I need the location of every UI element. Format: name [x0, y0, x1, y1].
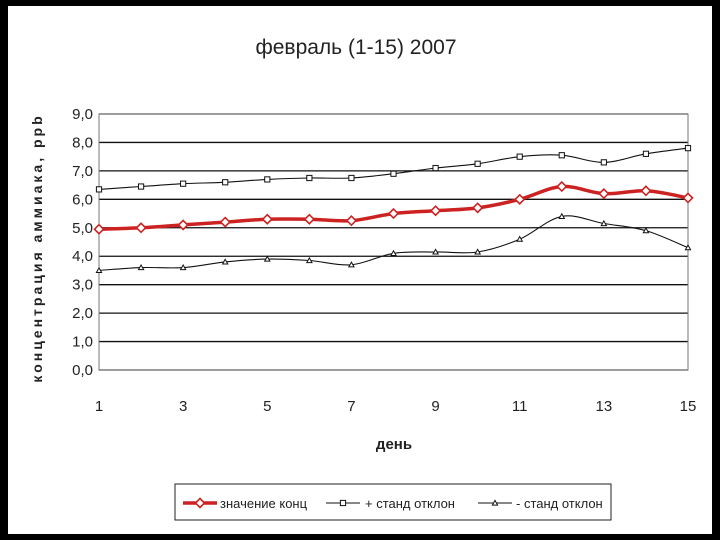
data-point: [642, 150, 650, 157]
legend-label: значение конц: [220, 496, 308, 511]
data-point: [222, 179, 229, 186]
y-tick-label: 2,0: [72, 305, 93, 322]
data-point: [516, 153, 523, 160]
legend-marker: [491, 499, 499, 506]
series-layer: [93, 145, 694, 274]
chart-title: февраль (1-15) 2007: [255, 36, 456, 59]
legend-entry: - станд отклон: [478, 496, 603, 511]
series-diamond: [93, 180, 694, 235]
x-tick-label: 11: [512, 398, 528, 415]
data-point: [684, 244, 692, 251]
data-point: [558, 212, 566, 219]
y-tick-label: 7,0: [72, 163, 93, 180]
data-point: [516, 235, 524, 242]
data-point: [219, 216, 231, 228]
x-tick-label: 9: [431, 398, 439, 415]
data-point: [261, 213, 273, 225]
legend-label: + станд отклон: [365, 496, 455, 511]
y-tick-labels: 0,0 1,0 2,0 3,0 4,0 5,0 6,0 7,0 8,0 9,0: [72, 106, 93, 379]
y-tick-label: 3,0: [72, 277, 93, 294]
data-point: [177, 219, 189, 231]
data-point: [179, 263, 187, 271]
data-point: [390, 249, 397, 256]
y-tick-label: 5,0: [72, 220, 93, 237]
y-tick-label: 0,0: [72, 362, 93, 379]
data-point: [429, 205, 442, 217]
x-axis-label: день: [376, 436, 412, 453]
y-tick-label: 1,0: [72, 334, 93, 351]
series-line: [98, 147, 689, 190]
data-point: [387, 207, 400, 220]
data-point: [640, 185, 652, 197]
y-tick-label: 6,0: [72, 191, 93, 208]
data-point: [263, 255, 271, 262]
chart: февраль (1-15) 2007 0,0 1,0 2,0 3,0 4,0 5,0 6,…: [29, 36, 697, 521]
data-point: [93, 223, 105, 235]
data-point: [264, 176, 271, 183]
data-point: [135, 222, 147, 234]
data-point: [348, 174, 355, 182]
plot-area-border: [98, 113, 689, 371]
data-point: [347, 261, 355, 268]
data-point: [600, 219, 608, 227]
y-tick-label: 4,0: [72, 248, 93, 265]
series-square: [95, 145, 692, 193]
series-triangle: [95, 212, 692, 274]
data-point: [472, 202, 484, 214]
plot-frame: [98, 113, 689, 371]
data-point: [390, 170, 397, 177]
data-point: [556, 180, 568, 193]
data-point: [684, 145, 692, 152]
data-point: [474, 248, 482, 255]
data-point: [432, 164, 439, 172]
data-point: [137, 263, 145, 271]
legend-entry: + станд отклон: [326, 496, 455, 511]
legend-marker: [194, 497, 206, 509]
data-point: [682, 192, 694, 204]
data-point: [600, 159, 607, 166]
x-tick-label: 3: [179, 398, 187, 415]
x-tick-label: 15: [680, 398, 697, 415]
y-tick-label: 9,0: [72, 106, 93, 123]
data-point: [95, 186, 103, 193]
y-tick-label: 8,0: [72, 134, 93, 151]
data-point: [598, 188, 610, 200]
data-point: [306, 174, 313, 182]
y-axis-label: концентрация аммиака, ppb: [29, 113, 45, 382]
legend-label: - станд отклон: [516, 496, 603, 511]
x-tick-label: 1: [95, 398, 103, 415]
data-point: [558, 152, 565, 159]
data-point: [95, 266, 103, 274]
x-tick-labels: 1 3 5 7 9 11 13 15: [95, 398, 697, 415]
x-tick-label: 5: [263, 398, 271, 415]
data-point: [514, 193, 526, 205]
data-point: [221, 258, 229, 265]
legend-marker: [339, 499, 347, 507]
data-point: [345, 215, 358, 227]
data-point: [432, 248, 440, 255]
legend-box: [174, 483, 612, 521]
data-point: [474, 160, 481, 167]
x-tick-label: 7: [347, 398, 355, 415]
data-point: [303, 213, 315, 225]
legend: значение конц + станд отклон - станд откло…: [174, 483, 612, 521]
x-tick-label: 13: [596, 398, 613, 415]
slide: февраль (1-15) 2007 0,0 1,0 2,0 3,0 4,0 5,0 6,…: [8, 6, 712, 534]
grid: [99, 113, 688, 371]
data-point: [180, 180, 187, 187]
data-point: [305, 256, 313, 264]
data-point: [642, 226, 650, 234]
legend-entry: значение конц: [183, 496, 308, 511]
data-point: [137, 183, 145, 190]
